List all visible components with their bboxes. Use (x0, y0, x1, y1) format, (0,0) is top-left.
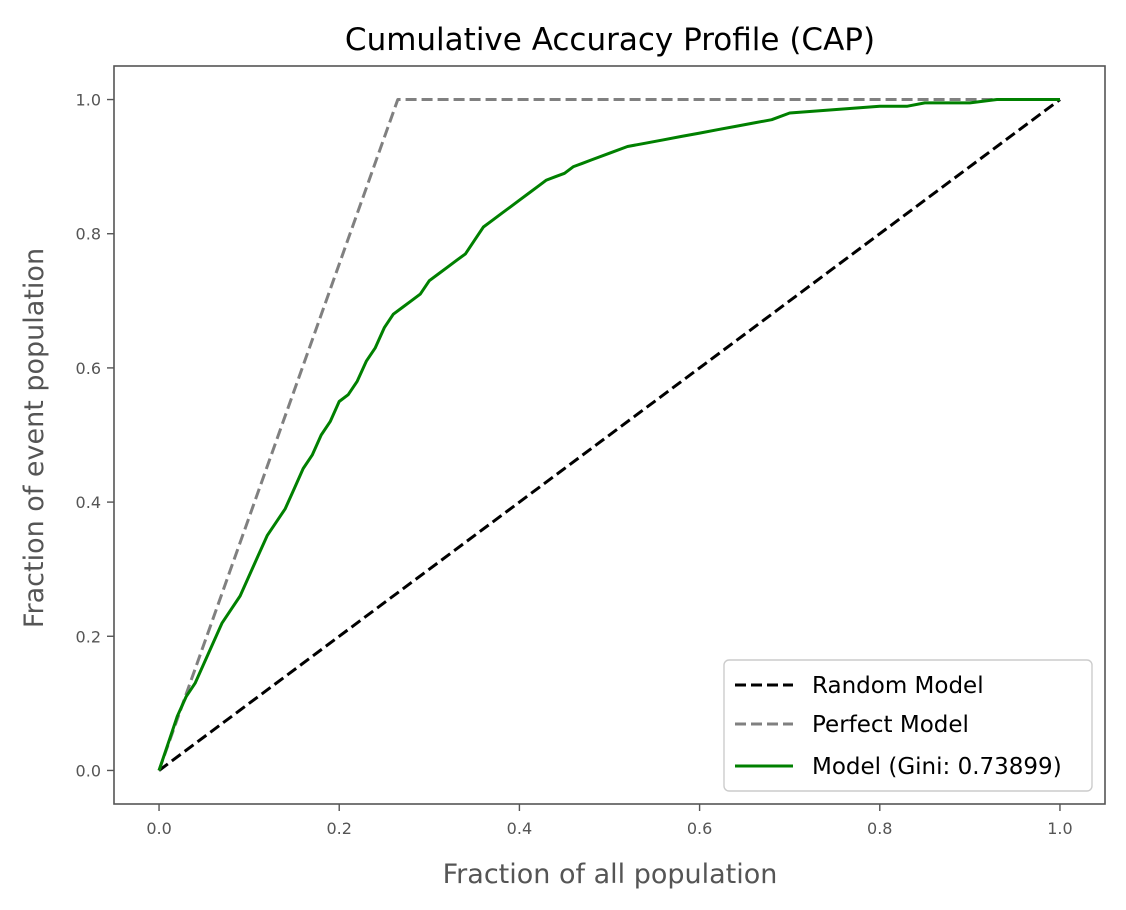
x-tick-label: 0.6 (687, 819, 712, 838)
y-tick-label: 0.8 (76, 225, 101, 244)
x-tick-label: 0.8 (867, 819, 892, 838)
legend-perfect-model-label: Perfect Model (812, 712, 969, 738)
y-tick-label: 0.2 (76, 627, 101, 646)
perfect-model-line (157, 98, 1060, 772)
y-axis-label: Fraction of event population (19, 248, 50, 628)
x-axis-ticks: 0.0 0.2 0.4 0.6 0.8 1.0 (146, 804, 1073, 838)
x-tick-label: 1.0 (1047, 819, 1072, 838)
plot-area (157, 98, 1061, 772)
y-tick-label: 0.4 (76, 493, 101, 512)
random-model-line (158, 98, 1061, 772)
chart-title: Cumulative Accuracy Profile (CAP) (345, 22, 875, 58)
legend-box (723, 659, 1093, 792)
y-tick-label: 0.0 (76, 761, 101, 780)
plot-frame (113, 65, 1106, 805)
x-tick-label: 0.4 (507, 819, 532, 838)
y-axis-ticks: 0.0 0.2 0.4 0.6 0.8 1.0 (76, 91, 114, 780)
y-tick-label: 0.6 (76, 359, 101, 378)
legend: Random Model Perfect Model Model (Gini: 0.… (723, 659, 1093, 792)
y-tick-label: 1.0 (76, 91, 101, 110)
x-axis-label: Fraction of all population (443, 859, 778, 890)
legend-model-label: Model (Gini: 0.73899) (812, 754, 1062, 780)
x-tick-label: 0.2 (327, 819, 352, 838)
x-tick-label: 0.0 (146, 819, 171, 838)
model-line (157, 98, 1060, 771)
legend-random-model-label: Random Model (812, 673, 984, 699)
